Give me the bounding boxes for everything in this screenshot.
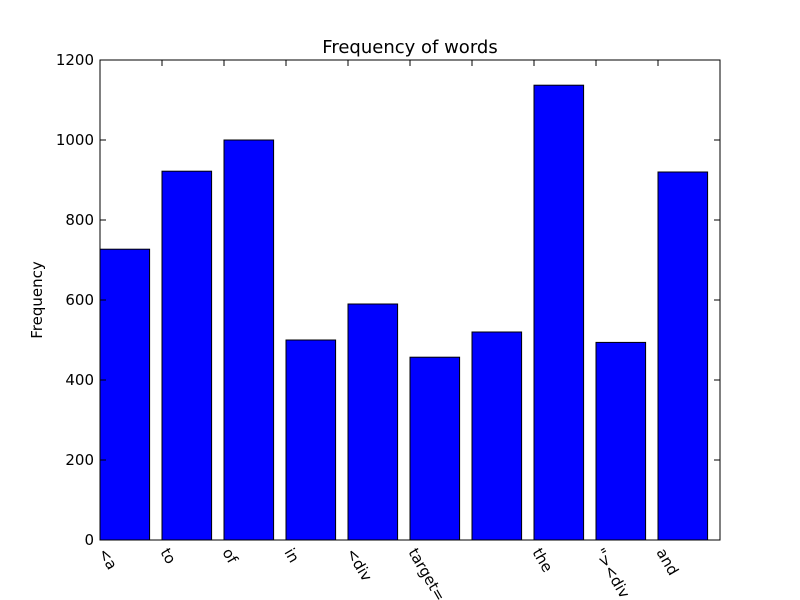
bar-8: [595, 341, 647, 541]
x-tick-label-9: and: [653, 545, 683, 578]
bar-9: [657, 171, 709, 541]
x-tick-label-0: <a: [95, 545, 121, 573]
y-tick-label-5: 1000: [56, 131, 94, 149]
plot-frame: [99, 59, 721, 541]
x-tick-label-4: <div: [343, 545, 376, 585]
y-tick-label-2: 400: [65, 371, 94, 389]
x-tick-label-3: in: [281, 545, 303, 566]
bar-0: [99, 248, 151, 541]
x-tick-label-7: the: [529, 545, 557, 575]
bars-group: [99, 84, 709, 541]
y-tick-label-3: 600: [65, 291, 94, 309]
x-tick-label-8: "><div: [591, 545, 634, 600]
bar-7: [533, 84, 585, 541]
bar-1: [161, 170, 213, 541]
chart-title: Frequency of words: [322, 37, 497, 58]
x-tick-label-1: to: [157, 545, 180, 567]
y-tick-label-0: 0: [84, 531, 94, 549]
bar-4: [347, 303, 399, 541]
bar-3: [285, 339, 337, 541]
y-tick-label-1: 200: [65, 451, 94, 469]
x-tick-label-5: target=: [405, 545, 450, 600]
bar-6: [471, 331, 523, 541]
y-tick-label-6: 1200: [56, 51, 94, 69]
bar-2: [223, 139, 275, 541]
x-tick-label-2: of: [219, 545, 242, 567]
bar-5: [409, 356, 461, 541]
y-axis-ticks: 0 200 400 600 800 1000 1200: [56, 51, 720, 549]
y-axis-label: Frequency: [28, 261, 46, 339]
y-tick-label-4: 800: [65, 211, 94, 229]
